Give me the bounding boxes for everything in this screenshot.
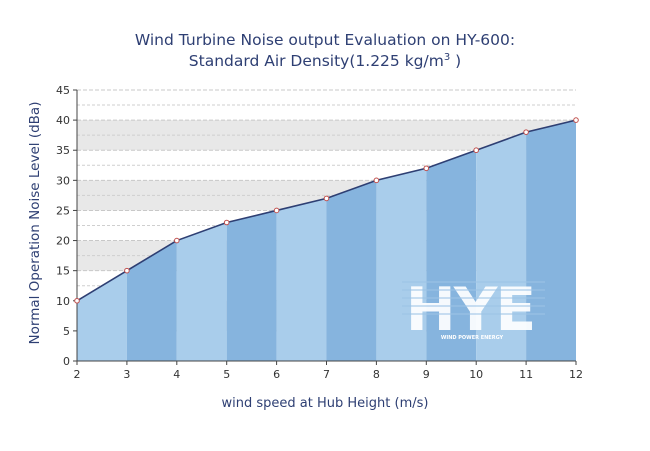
x-tick-label: 8	[373, 368, 380, 381]
chart-title-line-2-text: Standard Air Density(1.225 kg/m	[188, 52, 444, 71]
area-segment	[426, 150, 477, 361]
data-point	[573, 117, 579, 123]
y-tick-label: 45	[56, 84, 70, 97]
x-tick-label: 2	[74, 368, 81, 381]
y-tick-label: 5	[63, 325, 70, 338]
y-tick-label: 25	[56, 204, 70, 217]
data-point	[323, 195, 330, 202]
x-tick-label: 10	[469, 368, 483, 381]
area-segment	[476, 132, 527, 361]
data-point	[124, 267, 130, 274]
area-segment	[326, 180, 377, 361]
y-tick-label: 20	[56, 235, 70, 248]
data-point	[273, 207, 280, 214]
y-tick-label: 10	[56, 295, 70, 308]
data-points	[74, 117, 579, 304]
y-axis-label: Normal Operation Noise Level (dBa)	[27, 102, 43, 345]
area-segment	[126, 240, 177, 361]
area-segment	[276, 198, 327, 361]
chart-title-line-2-end: )	[450, 52, 462, 71]
area-segment	[526, 120, 576, 361]
y-tick-label: 0	[63, 355, 70, 368]
y-tick-label: 30	[56, 174, 70, 187]
data-point	[223, 219, 230, 226]
x-tick-label: 3	[123, 368, 130, 381]
data-point	[473, 147, 480, 154]
y-tick-label: 15	[56, 265, 70, 278]
logo-tagline: WIND POWER ENERGY	[441, 335, 504, 341]
x-axis-label: wind speed at Hub Height (m/s)	[222, 396, 429, 411]
y-tick-label: 40	[56, 114, 70, 127]
x-tick-label: 4	[173, 368, 180, 381]
x-tick-label: 9	[423, 368, 430, 381]
data-point	[523, 129, 529, 135]
area-segment	[176, 222, 227, 361]
data-point	[373, 177, 380, 184]
x-tick-label: 6	[273, 368, 280, 381]
chart-title-superscript: 3	[443, 52, 451, 63]
chart-title-line-2: Standard Air Density(1.225 kg/m3 )	[0, 52, 650, 70]
chart-title-line-1: Wind Turbine Noise output Evaluation on …	[134, 31, 516, 49]
y-tick-label: 35	[56, 144, 70, 157]
logo-text: HYE	[406, 275, 535, 345]
data-point	[74, 297, 80, 304]
x-tick-label: 11	[519, 368, 533, 381]
data-point	[174, 237, 180, 244]
x-tick-label: 7	[323, 368, 330, 381]
data-point	[423, 165, 430, 172]
x-tick-label: 12	[569, 368, 583, 381]
area-segment	[376, 168, 427, 361]
area-segment	[226, 210, 277, 361]
area-segment	[77, 270, 127, 361]
x-tick-label: 5	[223, 368, 230, 381]
